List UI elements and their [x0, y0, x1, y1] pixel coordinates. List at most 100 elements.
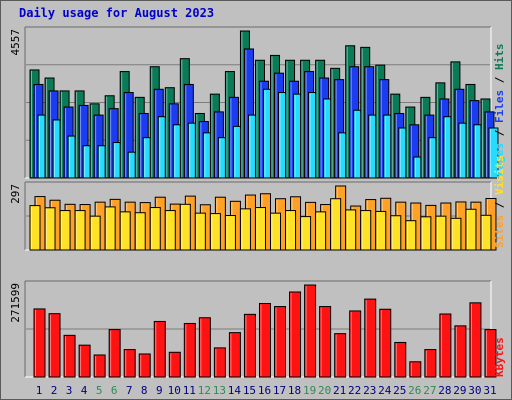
- bar-sites-day-18: Sites 18: 183: [285, 210, 297, 251]
- x-axis-day-label: 19: [303, 384, 316, 397]
- x-axis-day-label: 10: [168, 384, 181, 397]
- bar-sites-day-25: Sites 25: 159: [390, 215, 402, 251]
- y-axis-max-label: 4557: [9, 29, 22, 56]
- bar-kbytes-day-19: KBytes 19: 271599: [304, 284, 317, 378]
- bar-sites-day-15: Sites 15: 191: [239, 208, 251, 251]
- x-axis-day-label: 4: [81, 384, 88, 397]
- bar-sites-day-5: Sites 5: 157: [89, 215, 101, 251]
- bar-kbytes-day-8: KBytes 8: 68000: [138, 353, 151, 378]
- bar-kbytes-day-17: KBytes 17: 208000: [274, 306, 287, 378]
- bar-sites-day-16: Sites 16: 197: [254, 207, 266, 251]
- x-axis-day-label: 16: [258, 384, 271, 397]
- bar-kbytes-day-27: KBytes 27: 81000: [424, 349, 437, 378]
- x-axis-day-label: 5: [96, 384, 103, 397]
- bar-kbytes-day-13: KBytes 13: 86000: [213, 347, 226, 378]
- bar-sites-day-29: Sites 29: 147: [450, 217, 462, 251]
- legend-item: Visits: [493, 155, 506, 201]
- bar-sites-day-2: Sites 2: 196: [44, 207, 56, 251]
- x-axis-day-label: 9: [156, 384, 163, 397]
- bar-sites-day-12: Sites 12: 171: [194, 212, 206, 251]
- y-axis-max-label: 271599: [9, 283, 22, 323]
- bar-sites-day-24: Sites 24: 179: [375, 210, 387, 251]
- bar-kbytes-day-20: KBytes 20: 208000: [319, 306, 332, 378]
- bar-sites-day-13: Sites 13: 169: [209, 213, 221, 251]
- bar-sites-day-3: Sites 3: 183: [59, 210, 71, 251]
- bar-kbytes-day-16: KBytes 16: 217000: [258, 302, 271, 378]
- x-axis-day-label: 24: [378, 384, 392, 397]
- bar-kbytes-day-28: KBytes 28: 186000: [439, 313, 452, 378]
- x-axis-day-label: 15: [243, 384, 256, 397]
- x-axis-day-label: 14: [228, 384, 242, 397]
- bar-sites-day-19: Sites 19: 155: [300, 216, 312, 251]
- bar-kbytes-day-21: KBytes 21: 128000: [334, 333, 347, 378]
- x-axis-day-label: 28: [438, 384, 451, 397]
- x-axis-day-label: 31: [483, 384, 496, 397]
- x-axis-day-label: 30: [468, 384, 481, 397]
- bar-kbytes-day-18: KBytes 18: 251000: [289, 291, 302, 378]
- bar-sites-day-11: Sites 11: 212: [179, 203, 191, 251]
- x-axis-day-label: 7: [126, 384, 133, 397]
- bar-kbytes-day-2: KBytes 2: 187000: [48, 313, 61, 378]
- bar-sites-day-20: Sites 20: 177: [315, 211, 327, 251]
- bar-kbytes-day-23: KBytes 23: 230000: [364, 298, 377, 378]
- x-axis-day-label: 2: [51, 384, 58, 397]
- bar-kbytes-day-3: KBytes 3: 123000: [63, 334, 76, 378]
- bar-kbytes-day-24: KBytes 24: 200000: [379, 308, 392, 378]
- x-axis-day-label: 22: [348, 384, 361, 397]
- bar-kbytes-day-9: KBytes 9: 164000: [153, 320, 166, 378]
- bar-sites-day-1: Sites 1: 206: [29, 205, 41, 251]
- bar-kbytes-day-11: KBytes 11: 158000: [183, 322, 196, 378]
- x-axis-day-label: 20: [318, 384, 331, 397]
- bar-kbytes-day-29: KBytes 29: 151000: [454, 325, 467, 378]
- x-axis-day-label: 23: [363, 384, 376, 397]
- bar-sites-day-10: Sites 10: 183: [164, 210, 176, 251]
- x-axis-day-label: 12: [198, 384, 211, 397]
- bar-kbytes-day-1: KBytes 1: 201000: [33, 308, 46, 378]
- legend-item: /: [493, 76, 506, 90]
- x-axis-day-label: 8: [141, 384, 148, 397]
- legend-item: Sites: [493, 215, 506, 248]
- x-axis-day-label: 6: [111, 384, 118, 397]
- x-axis-day-label: 27: [423, 384, 436, 397]
- bar-sites-day-26: Sites 26: 136: [405, 220, 417, 251]
- legend-kbytes: KBytes: [493, 337, 506, 377]
- bar-kbytes-day-6: KBytes 6: 140000: [108, 329, 121, 378]
- chart-title: Daily usage for August 2023: [19, 6, 215, 20]
- y-axis-max-label: 297: [9, 184, 22, 204]
- x-axis-day-label: 11: [183, 384, 196, 397]
- bar-sites-day-17: Sites 17: 171: [270, 212, 282, 251]
- bar-kbytes-day-25: KBytes 25: 102000: [394, 341, 407, 378]
- x-axis-day-label: 3: [66, 384, 73, 397]
- bar-sites-day-27: Sites 27: 154: [420, 216, 432, 251]
- bar-kbytes-day-22: KBytes 22: 195000: [349, 310, 362, 378]
- legend-item: Pages: [493, 143, 506, 176]
- bar-kbytes-day-12: KBytes 12: 175000: [198, 317, 211, 378]
- x-axis-day-label: 21: [333, 384, 346, 397]
- bar-sites-day-14: Sites 14: 160: [224, 215, 236, 251]
- bar-sites-day-21: Sites 21: 238: [330, 198, 342, 251]
- bar-pages-day-31: Pages 31: 1550: [488, 127, 499, 179]
- x-axis-day-label: 29: [453, 384, 466, 397]
- x-axis-day-label: 1: [36, 384, 43, 397]
- legend-sites-visits: Sites / Visits: [493, 155, 506, 248]
- bar-sites-day-30: Sites 30: 189: [465, 208, 477, 251]
- x-axis-day-label: 26: [408, 384, 421, 397]
- x-axis-day-label: 25: [393, 384, 406, 397]
- bar-sites-day-9: Sites 9: 197: [149, 207, 161, 251]
- x-axis-day-label: 18: [288, 384, 301, 397]
- x-axis-day-label: 17: [273, 384, 286, 397]
- bar-sites-day-28: Sites 28: 157: [435, 215, 447, 251]
- bar-kbytes-day-31: KBytes 31: 140000: [484, 329, 497, 378]
- bar-kbytes-day-10: KBytes 10: 73000: [168, 351, 181, 378]
- legend-item: Files: [493, 90, 506, 130]
- bar-sites-day-8: Sites 8: 173: [134, 212, 146, 251]
- bar-kbytes-day-4: KBytes 4: 94000: [78, 344, 91, 378]
- bar-sites-day-23: Sites 23: 183: [360, 210, 372, 251]
- bar-sites-day-4: Sites 4: 183: [74, 210, 86, 251]
- bar-sites-day-31: Sites 31: 161: [480, 214, 492, 251]
- legend-hits-files-pages: Pages / Files / Hits: [493, 44, 506, 177]
- bar-sites-day-7: Sites 7: 177: [119, 211, 131, 251]
- bar-kbytes-day-26: KBytes 26: 45000: [409, 361, 422, 378]
